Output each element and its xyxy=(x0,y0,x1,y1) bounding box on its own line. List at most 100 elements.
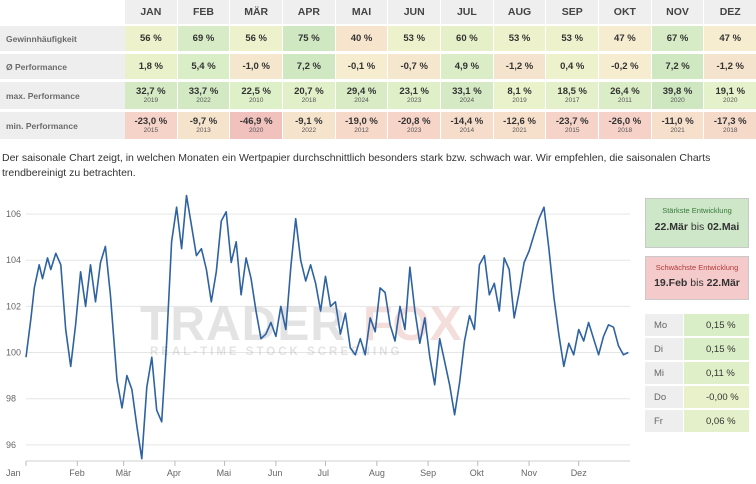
row-label: Ø Performance xyxy=(0,54,125,79)
x-tick-label: Jan xyxy=(6,468,21,478)
stat-value: 53 % xyxy=(508,32,531,44)
stat-value: 40 % xyxy=(350,32,373,44)
stat-year: 2024 xyxy=(354,97,369,105)
stat-value: -1,0 % xyxy=(242,60,270,72)
strongest-from: 22.Mär xyxy=(654,221,688,233)
stat-cell: -46,9 % 2020 xyxy=(230,112,283,139)
stat-cell: 53 % xyxy=(493,26,546,51)
watermark-tagline: REAL-TIME STOCK SCREENING xyxy=(150,346,402,358)
weekday-name: Mo xyxy=(645,314,683,336)
row-cells: 32,7 % 2019 33,7 % 2022 22,5 % 2010 20,7 % 2018… xyxy=(125,82,756,109)
stat-cell: -12,6 % 2021 xyxy=(493,112,546,139)
stat-cell: 23,1 % 2023 xyxy=(388,82,441,109)
month-header-row: JAN FEB MÄR APR MAI JUN JUL AUG SEP OKT NOV DEZ xyxy=(0,0,756,24)
stat-value: 56 % xyxy=(245,32,267,44)
stat-value: -26,0 % xyxy=(608,115,642,127)
stat-year: 2024 xyxy=(459,97,475,105)
stat-year: 2021 xyxy=(512,127,527,135)
seasonal-stats-table: JAN FEB MÄR APR MAI JUN JUL AUG SEP OKT NOV DEZ Gew… xyxy=(0,0,756,142)
month-header: JUN xyxy=(388,0,441,24)
stat-value: 32,7 % xyxy=(136,85,166,97)
stat-value: 47 % xyxy=(719,32,742,44)
stat-cell: 5,4 % xyxy=(177,54,230,79)
stat-year: 2020 xyxy=(722,97,738,105)
stat-value: 23,1 % xyxy=(399,85,429,97)
stat-value: 39,8 % xyxy=(662,85,693,97)
stat-value: 19,1 % xyxy=(715,85,746,97)
weekday-value: 0,15 % xyxy=(684,314,749,336)
stats-row: max. Performance 32,7 % 2019 33,7 % 2022 22,5… xyxy=(0,82,756,109)
stat-value: 4,9 % xyxy=(454,60,480,72)
stat-cell: 20,7 % 2018 xyxy=(283,82,335,109)
stat-year: 2018 xyxy=(301,97,317,105)
stat-value: 53 % xyxy=(561,32,584,44)
y-tick-label: 100 xyxy=(6,348,21,358)
stat-cell: 4,9 % xyxy=(441,54,493,79)
stat-cell: 33,7 % 2022 xyxy=(177,82,230,109)
x-tick-label: Nov xyxy=(521,468,538,478)
weakest-connector: bis xyxy=(690,277,704,289)
stat-year: 2022 xyxy=(301,127,317,135)
stat-value: 0,4 % xyxy=(560,60,585,72)
stat-cell: 1,8 % xyxy=(125,54,177,79)
stat-cell: -9,1 % 2022 xyxy=(283,112,335,139)
weakest-to: 22.Mär xyxy=(706,277,740,289)
stat-value: -0,7 % xyxy=(400,60,428,72)
month-header: JUL xyxy=(441,0,493,24)
weekday-value: 0,06 % xyxy=(684,410,749,432)
chart-description: Der saisonale Chart zeigt, in welchen Mo… xyxy=(2,152,711,179)
weekday-name: Di xyxy=(645,338,683,360)
stat-cell: 56 % xyxy=(230,26,283,51)
stat-cell: 26,4 % 2011 xyxy=(599,82,651,109)
stat-year: 2012 xyxy=(354,127,369,135)
x-tick-label: Jun xyxy=(268,468,283,478)
stat-cell: 7,2 % xyxy=(283,54,335,79)
weekday-name: Mi xyxy=(645,362,683,384)
stat-cell: 53 % xyxy=(388,26,441,51)
stat-year: 2023 xyxy=(406,97,422,105)
stat-year: 2018 xyxy=(617,127,633,135)
x-tick-label: Okt xyxy=(470,468,485,478)
stat-value: 26,4 % xyxy=(610,85,640,97)
stat-value: -17,3 % xyxy=(713,115,747,127)
strongest-title: Stärkste Entwicklung xyxy=(662,206,732,215)
weekday-name: Fr xyxy=(645,410,683,432)
stat-year: 2015 xyxy=(143,127,159,135)
stat-cell: -11,0 % 2021 xyxy=(651,112,704,139)
weekday-value: 0,11 % xyxy=(684,362,749,384)
month-header: MÄR xyxy=(230,0,283,24)
weekday-row: Mo 0,15 % xyxy=(645,314,749,336)
stat-value: 47 % xyxy=(614,32,636,44)
month-header-cells: JAN FEB MÄR APR MAI JUN JUL AUG SEP OKT NOV DEZ xyxy=(125,0,756,24)
stat-cell: -17,3 % 2018 xyxy=(704,112,756,139)
month-header: AUG xyxy=(493,0,546,24)
stat-year: 2010 xyxy=(248,97,264,105)
stat-cell: 7,2 % xyxy=(651,54,704,79)
stat-year: 2015 xyxy=(564,127,580,135)
watermark-brand-b: FOX xyxy=(363,298,462,351)
row-label: Gewinnhäufigkeit xyxy=(0,26,125,51)
weekday-row: Mi 0,11 % xyxy=(645,362,749,384)
x-tick-label: Sep xyxy=(420,468,436,478)
strongest-to: 02.Mai xyxy=(707,221,740,233)
stat-cell: 60 % xyxy=(441,26,493,51)
stat-value: 75 % xyxy=(298,32,320,44)
month-header: JAN xyxy=(125,0,177,24)
stat-value: 1,8 % xyxy=(138,60,163,72)
row-label: max. Performance xyxy=(0,82,125,109)
stat-cell: -0,2 % xyxy=(599,54,651,79)
stat-value: -1,2 % xyxy=(505,60,534,72)
stat-cell: -1,2 % xyxy=(704,54,756,79)
stat-value: 69 % xyxy=(192,32,215,44)
stat-value: 5,4 % xyxy=(191,60,216,72)
chart-grid xyxy=(26,213,630,446)
month-header: APR xyxy=(283,0,335,24)
weekday-value: -0,00 % xyxy=(684,386,749,408)
stat-value: 33,7 % xyxy=(188,85,219,97)
weakest-range: 19.Feb bis 22.Mär xyxy=(646,277,748,289)
seasonal-chart: TRADER FOX REAL-TIME STOCK SCREENING 96 9… xyxy=(0,185,636,484)
stat-value: 22,5 % xyxy=(241,85,271,97)
seasonal-chart-svg: TRADER FOX REAL-TIME STOCK SCREENING 969… xyxy=(6,194,630,478)
stat-cell: 67 % xyxy=(651,26,704,51)
x-tick-label: Mär xyxy=(116,468,132,478)
